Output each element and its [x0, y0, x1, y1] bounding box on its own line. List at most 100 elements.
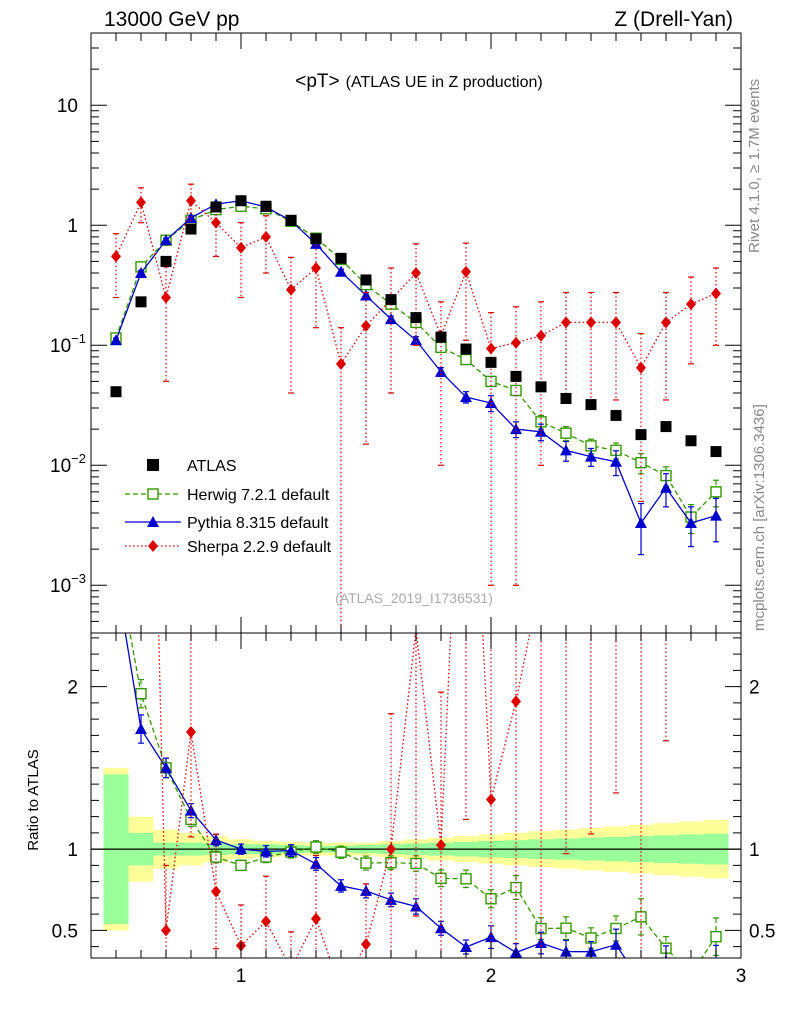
marker-triangle — [710, 958, 722, 969]
marker-diamond — [711, 287, 721, 300]
marker-diamond — [486, 342, 496, 355]
marker-diamond — [211, 216, 221, 229]
marker-diamond — [186, 726, 196, 739]
y-tick-exponent: −1 — [71, 331, 86, 346]
marker-triangle — [135, 267, 147, 278]
data-point — [660, 421, 672, 433]
marker-square — [560, 427, 572, 439]
y-tick-label: 10−3 — [50, 571, 86, 597]
analysis-watermark: (ATLAS_2019_I1736531) — [335, 590, 493, 606]
data-point — [635, 429, 647, 441]
marker-diamond — [311, 912, 321, 925]
legend-marker-sherpa — [148, 540, 158, 552]
data-point — [160, 255, 172, 267]
marker-square — [235, 859, 247, 872]
marker-diamond — [136, 196, 146, 209]
data-point — [710, 446, 722, 458]
data-point — [310, 233, 322, 245]
legend-label-atlas: ATLAS — [187, 458, 237, 475]
marker-triangle — [135, 723, 147, 735]
marker-triangle — [260, 845, 272, 857]
ratio-y-tick-label: 0.5 — [52, 921, 78, 942]
y-tick-exponent: −2 — [71, 451, 86, 466]
marker-triangle — [385, 893, 397, 905]
marker-diamond — [236, 241, 246, 254]
marker-square — [460, 873, 472, 885]
marker-diamond — [511, 336, 521, 349]
marker-triangle — [110, 570, 122, 581]
marker-square — [360, 857, 372, 869]
y-tick-label: 10−1 — [50, 331, 86, 357]
header-energy: 13000 GeV pp — [104, 8, 239, 31]
data-point — [510, 370, 522, 382]
marker-triangle — [360, 884, 372, 896]
marker-diamond — [486, 793, 496, 806]
legend-label-pythia: Pythia 8.315 default — [187, 515, 329, 532]
legend-marker-herwig — [147, 488, 159, 500]
data-point — [560, 392, 572, 404]
marker-diamond — [286, 283, 296, 296]
marker-triangle — [410, 900, 422, 912]
marker-diamond — [111, 250, 121, 263]
marker-triangle — [360, 289, 372, 301]
data-point — [460, 343, 472, 355]
marker-square — [686, 969, 696, 979]
marker-diamond — [436, 838, 446, 851]
marker-diamond — [686, 298, 696, 311]
marker-square — [435, 872, 447, 884]
marker-triangle — [660, 481, 672, 493]
plot-title-main: <pT> — [295, 71, 339, 92]
ratio-uncertainty-bands — [91, 767, 741, 931]
marker-diamond — [261, 915, 271, 928]
marker-diamond — [536, 572, 546, 584]
x-tick-label: 3 — [736, 966, 747, 987]
marker-triangle — [585, 450, 597, 462]
marker-triangle — [310, 857, 322, 869]
marker-diamond — [636, 419, 646, 431]
ratio-y-tick-label-right: 1 — [749, 840, 760, 861]
marker-triangle — [685, 517, 697, 529]
marker-diamond — [586, 316, 596, 329]
marker-diamond — [536, 329, 546, 342]
marker-triangle — [285, 844, 297, 856]
axes-ticks: 10 1 10−1 10−2 10−3 0.5 0.5 1 1 2 2 1 2 3 — [50, 32, 775, 987]
marker-square — [560, 922, 572, 934]
ratio-y-tick-label-right: 0.5 — [749, 921, 775, 942]
marker-triangle — [235, 843, 247, 855]
marker-triangle — [435, 365, 447, 377]
marker-square — [710, 930, 722, 943]
y-tick-label: 1 — [67, 216, 78, 237]
marker-diamond — [161, 924, 171, 937]
marker-triangle — [335, 265, 347, 277]
header-process: Z (Drell-Yan) — [614, 8, 733, 31]
plot-title: <pT> (ATLAS UE in Z production) — [295, 71, 542, 92]
data-point — [285, 214, 297, 226]
data-point — [585, 399, 597, 411]
marker-square — [111, 551, 121, 561]
marker-diamond — [411, 267, 421, 279]
marker-triangle — [460, 940, 472, 952]
data-point — [135, 296, 147, 308]
marker-diamond — [511, 695, 521, 708]
marker-triangle — [610, 938, 622, 950]
mcplots-label: mcplots.cern.ch [arXiv:1306.3436] — [751, 404, 768, 631]
marker-square — [460, 353, 472, 366]
marker-square — [135, 687, 147, 700]
marker-diamond — [586, 219, 596, 231]
data-point — [535, 381, 547, 393]
legend-label-sherpa: Sherpa 2.2.9 default — [187, 539, 332, 556]
marker-diamond — [386, 843, 396, 856]
marker-diamond — [286, 963, 296, 975]
marker-diamond — [311, 262, 321, 275]
marker-diamond — [561, 316, 571, 329]
main-plot-marks — [110, 183, 722, 633]
ratio-y-tick-label: 1 — [67, 840, 78, 861]
data-point — [210, 201, 222, 213]
marker-diamond — [261, 230, 271, 243]
marker-diamond — [661, 316, 671, 329]
marker-triangle — [410, 334, 422, 346]
marker-diamond — [161, 291, 171, 304]
marker-triangle — [635, 976, 647, 987]
marker-diamond — [186, 194, 196, 207]
